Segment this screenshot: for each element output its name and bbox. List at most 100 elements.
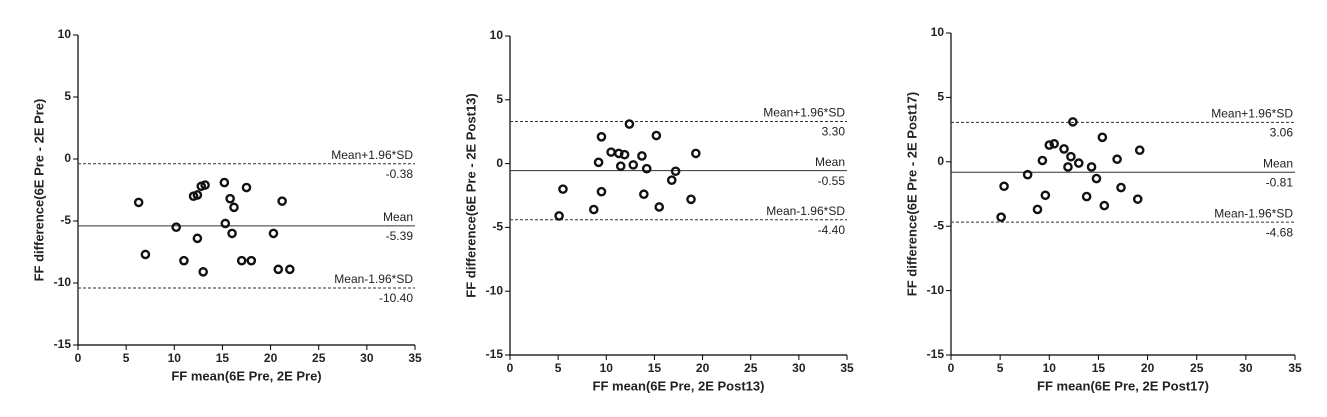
data-point <box>1059 144 1069 154</box>
data-point <box>1132 194 1143 204</box>
y-tick-label: -15 <box>54 337 72 351</box>
x-tick-label: 0 <box>948 361 955 375</box>
data-point <box>1134 145 1145 156</box>
y-tick-label: 10 <box>58 27 72 41</box>
x-tick-label: 20 <box>264 351 278 365</box>
x-tick-label: 30 <box>1239 361 1253 375</box>
reference-name: Mean+1.96*SD <box>763 106 845 120</box>
reference-value: 3.30 <box>822 125 846 139</box>
data-point <box>1068 117 1078 127</box>
data-point <box>192 233 203 244</box>
x-axis-label: FF mean(6E Pre, 2E Pre) <box>171 368 321 383</box>
x-tick-label: 15 <box>1092 361 1106 375</box>
data-point <box>219 177 230 188</box>
data-point <box>1022 169 1033 180</box>
data-point <box>1040 190 1051 201</box>
data-point <box>241 182 252 193</box>
data-point <box>558 184 568 194</box>
y-tick-label: -15 <box>486 347 504 361</box>
x-tick-label: 5 <box>123 351 130 365</box>
data-point <box>192 190 203 200</box>
x-tick-label: 35 <box>840 361 854 375</box>
data-point <box>606 147 616 157</box>
data-point <box>1116 182 1126 193</box>
data-point <box>588 204 599 215</box>
x-tick-label: 10 <box>1043 361 1057 375</box>
data-point <box>225 193 235 204</box>
reference-name: Mean <box>383 210 413 224</box>
y-tick-label: -5 <box>492 220 503 234</box>
y-axis-label: FF difference(6E Pre - 2E Post17) <box>904 92 919 296</box>
x-tick-label: 10 <box>600 361 614 375</box>
data-point <box>596 132 607 142</box>
data-point <box>651 130 662 141</box>
data-point <box>554 211 564 221</box>
reference-name: Mean <box>815 155 845 169</box>
data-point <box>1099 200 1110 211</box>
data-point <box>179 255 189 266</box>
y-tick-label: -5 <box>933 218 944 232</box>
data-point <box>1063 162 1073 172</box>
data-point <box>1097 132 1108 143</box>
reference-value: -4.68 <box>1266 225 1294 239</box>
y-tick-label: 0 <box>64 151 71 165</box>
x-tick-label: 0 <box>75 351 82 365</box>
x-tick-label: 10 <box>168 351 182 365</box>
data-point <box>654 202 665 212</box>
data-point <box>615 161 626 171</box>
reference-name: Mean-1.96*SD <box>1214 206 1293 220</box>
x-axis-label: FF mean(6E Pre, 2E Post17) <box>1037 378 1209 393</box>
data-point <box>637 151 647 161</box>
data-point <box>686 194 696 205</box>
data-point <box>273 264 284 275</box>
data-point <box>236 255 247 266</box>
data-point <box>1112 154 1122 165</box>
reference-value: -5.39 <box>386 229 414 243</box>
x-tick-label: 25 <box>312 351 326 365</box>
data-point <box>593 157 604 168</box>
y-axis-label: FF difference(6E Pre - 2E Post13) <box>463 93 478 297</box>
data-point <box>596 186 607 197</box>
data-point <box>996 212 1006 222</box>
data-point <box>1037 155 1048 166</box>
data-point <box>198 267 208 277</box>
data-point <box>140 249 151 260</box>
data-point <box>1081 191 1092 202</box>
reference-name: Mean <box>1263 156 1293 170</box>
y-tick-label: -10 <box>54 275 72 289</box>
data-point <box>641 163 652 174</box>
x-tick-label: 35 <box>408 351 422 365</box>
reference-value: -0.38 <box>386 167 414 181</box>
data-point <box>229 202 239 213</box>
data-point <box>619 149 630 160</box>
data-point <box>624 119 635 129</box>
data-point <box>1044 140 1055 150</box>
data-point <box>691 148 701 159</box>
reference-name: Mean-1.96*SD <box>766 204 845 218</box>
data-point <box>670 166 681 177</box>
data-point <box>171 222 182 232</box>
panel: -15 -10 -5 0 5 10 0 5 10 15 20 25 30 35 FF mean(6E Pre… <box>904 25 1302 393</box>
reference-name: Mean+1.96*SD <box>1211 107 1293 121</box>
data-point <box>268 228 279 239</box>
x-axis-label: FF mean(6E Pre, 2E Post13) <box>593 378 765 393</box>
data-point <box>227 228 237 239</box>
x-tick-label: 20 <box>696 361 710 375</box>
data-point <box>666 175 677 185</box>
reference-value: 3.06 <box>1270 126 1294 140</box>
x-tick-label: 20 <box>1141 361 1155 375</box>
x-tick-label: 25 <box>744 361 758 375</box>
y-tick-label: -15 <box>927 347 945 361</box>
data-point <box>1073 158 1084 168</box>
x-tick-label: 5 <box>997 361 1004 375</box>
y-tick-label: 0 <box>937 154 944 168</box>
data-point <box>220 218 231 229</box>
x-tick-label: 35 <box>1288 361 1302 375</box>
x-tick-label: 30 <box>360 351 374 365</box>
reference-name: Mean+1.96*SD <box>331 148 413 162</box>
data-point <box>1032 204 1043 215</box>
reference-value: -0.81 <box>1266 175 1294 189</box>
reference-name: Mean-1.96*SD <box>334 272 413 286</box>
data-point <box>277 196 287 206</box>
y-tick-label: -10 <box>486 283 504 297</box>
